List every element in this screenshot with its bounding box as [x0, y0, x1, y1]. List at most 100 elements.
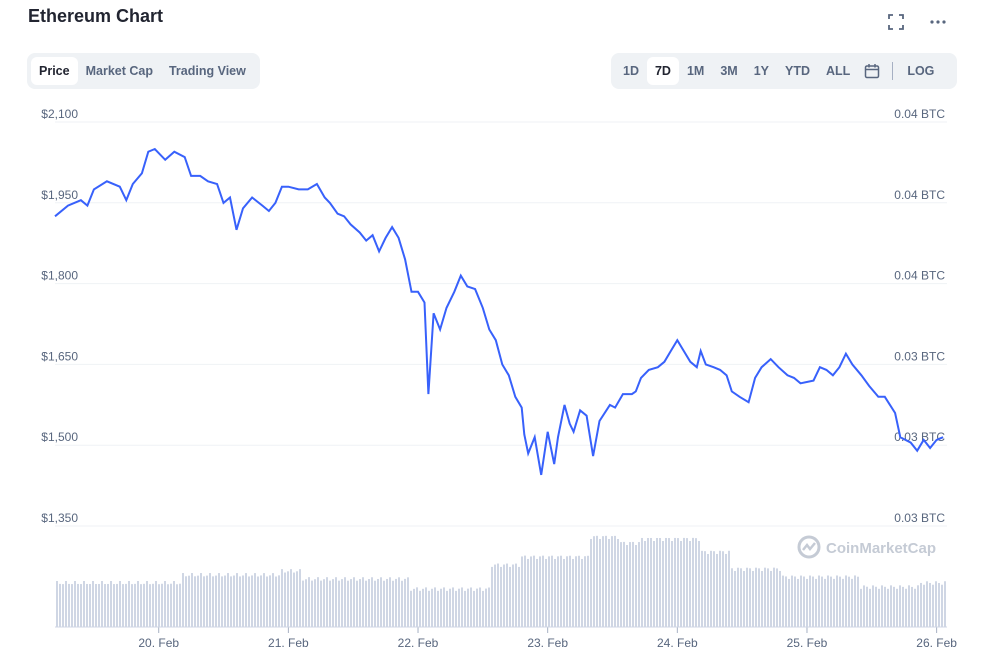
volume-bar	[749, 568, 751, 627]
volume-bar	[722, 551, 724, 627]
volume-bar	[512, 564, 514, 627]
volume-bar	[557, 556, 559, 627]
range-1m[interactable]: 1M	[686, 64, 705, 78]
fullscreen-icon[interactable]	[886, 12, 906, 32]
volume-bar	[620, 542, 622, 627]
volume-bar	[944, 581, 946, 627]
volume-bar	[200, 573, 202, 627]
volume-bar	[674, 537, 676, 627]
volume-bar	[719, 550, 721, 627]
volume-bar	[224, 575, 226, 627]
volume-bar	[797, 578, 799, 627]
volume-bar	[773, 567, 775, 627]
volume-bar	[695, 538, 697, 627]
volume-bar	[284, 572, 286, 627]
x-tick-label: 24. Feb	[657, 636, 698, 650]
volume-bar	[116, 583, 118, 627]
volume-bar	[890, 585, 892, 627]
volume-bar	[728, 550, 730, 627]
volume-bar	[404, 578, 406, 627]
x-tick-label: 23. Feb	[527, 636, 568, 650]
calendar-icon[interactable]	[858, 57, 886, 85]
volume-bar	[566, 556, 568, 627]
volume-bar	[827, 575, 829, 627]
volume-bar	[611, 536, 613, 627]
volume-bar	[842, 578, 844, 627]
more-icon[interactable]	[928, 12, 948, 32]
volume-bar	[107, 583, 109, 627]
volume-bar	[215, 575, 217, 627]
volume-bar	[857, 576, 859, 627]
y-axis-right: 0.04 BTC 0.04 BTC 0.04 BTC 0.03 BTC 0.03 BTC…	[894, 107, 945, 525]
volume-bar	[449, 588, 451, 627]
volume-bar	[227, 573, 229, 627]
range-3m[interactable]: 3M	[720, 64, 738, 78]
range-1y[interactable]: 1Y	[753, 64, 770, 78]
volume-bar	[851, 578, 853, 627]
volume-bar	[476, 588, 478, 627]
volume-bar	[542, 555, 544, 627]
volume-bar	[875, 586, 877, 627]
volume-bar	[743, 570, 745, 627]
volume-bar	[362, 577, 364, 627]
y-tick-label-left: $2,100	[41, 107, 78, 121]
volume-bar	[470, 587, 472, 627]
volume-bar	[914, 588, 916, 627]
volume-bar	[587, 555, 589, 627]
tab-trading-view[interactable]: Trading View	[168, 64, 246, 78]
volume-bar	[689, 540, 691, 627]
volume-bar	[563, 558, 565, 627]
volume-bar	[425, 587, 427, 627]
y-tick-label-right: 0.04 BTC	[894, 107, 945, 121]
range-all[interactable]: ALL	[826, 64, 851, 78]
volume-bar	[680, 540, 682, 627]
volume-bar	[626, 544, 628, 627]
range-7d[interactable]: 7D	[646, 57, 679, 85]
volume-bar	[806, 578, 808, 627]
volume-bar	[302, 580, 304, 627]
volume-bar	[452, 587, 454, 627]
volume-bar	[455, 590, 457, 627]
volume-bar	[329, 580, 331, 627]
tab-market-cap[interactable]: Market Cap	[85, 64, 153, 78]
volume-bar	[122, 584, 124, 627]
volume-bar	[89, 584, 91, 627]
volume-bar	[725, 553, 727, 627]
volume-bar	[527, 558, 529, 627]
log-toggle[interactable]: LOG	[907, 64, 935, 78]
volume-bar	[776, 568, 778, 627]
volume-bar	[779, 570, 781, 627]
tab-price[interactable]: Price	[31, 57, 78, 85]
volume-bar	[818, 575, 820, 627]
volume-bar	[92, 581, 94, 627]
volume-bar	[872, 585, 874, 627]
y-tick-label-right: 0.04 BTC	[894, 269, 945, 283]
volume-bar	[788, 578, 790, 627]
volume-bar	[935, 581, 937, 627]
volume-bar	[716, 553, 718, 627]
range-ytd[interactable]: YTD	[785, 64, 811, 78]
x-tick-label: 25. Feb	[787, 636, 828, 650]
volume-bar	[548, 556, 550, 627]
volume-bar	[704, 551, 706, 627]
volume-bar	[881, 585, 883, 627]
volume-bar	[410, 590, 412, 627]
volume-bar	[770, 570, 772, 627]
volume-bar	[764, 567, 766, 627]
volume-bar	[737, 567, 739, 627]
volume-bar	[374, 580, 376, 627]
volume-bar	[401, 580, 403, 627]
volume-bar	[791, 575, 793, 627]
range-1d[interactable]: 1D	[623, 64, 639, 78]
volume-bar	[785, 576, 787, 627]
volume-bar	[110, 581, 112, 627]
volume-bar	[905, 588, 907, 627]
volume-bar	[113, 584, 115, 627]
volume-bar	[137, 581, 139, 627]
volume-bar	[98, 583, 100, 627]
volume-bar	[845, 575, 847, 627]
x-tick-label: 21. Feb	[268, 636, 309, 650]
volume-bar	[209, 573, 211, 627]
volume-bar	[473, 590, 475, 627]
volume-bar	[659, 538, 661, 627]
